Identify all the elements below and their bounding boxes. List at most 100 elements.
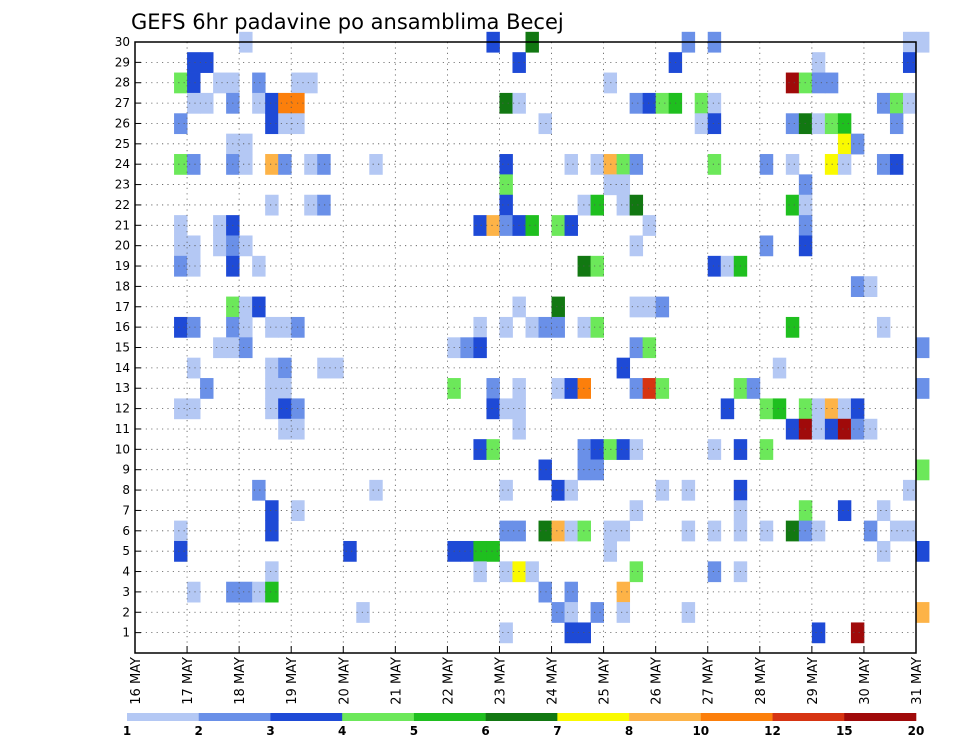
heatmap-cell [916, 540, 930, 562]
heatmap-cell [499, 194, 513, 216]
heatmap-cell [200, 378, 214, 399]
heatmap-cell [824, 398, 839, 420]
heatmap-cell [473, 540, 487, 562]
heatmap-cell [811, 622, 826, 644]
colorbar-swatch [270, 713, 343, 721]
heatmap-cell [187, 398, 201, 420]
heatmap-cell [655, 378, 670, 399]
heatmap-cell [564, 378, 578, 399]
colorbar-tick-label: 6 [481, 724, 489, 738]
x-tick-label: 18 MAY [233, 657, 248, 705]
y-tick-label: 6 [122, 524, 130, 538]
heatmap-cell [590, 439, 604, 460]
heatmap-cell [824, 418, 839, 440]
heatmap-cell [252, 479, 266, 501]
heatmap-cell [174, 255, 188, 277]
heatmap-cell [473, 316, 487, 338]
heatmap-cell [642, 296, 657, 318]
heatmap-cell [629, 439, 644, 460]
heatmap-cell [642, 378, 657, 399]
heatmap-cell [278, 418, 292, 440]
heatmap-cell [902, 479, 917, 501]
heatmap-cell [213, 72, 227, 94]
heatmap-cell [473, 215, 487, 236]
colorbar-swatch [127, 713, 200, 721]
heatmap-cell [317, 194, 331, 216]
heatmap-cell [863, 520, 878, 542]
x-tick-label: 28 MAY [754, 657, 769, 705]
colorbar-swatch [772, 713, 845, 721]
heatmap-cell [499, 174, 513, 196]
heatmap-cell [525, 215, 539, 236]
grid-lines [135, 41, 916, 653]
heatmap-cell [837, 113, 852, 135]
heatmap-cell [174, 540, 188, 562]
y-tick-label: 3 [122, 585, 130, 599]
heatmap-cell [759, 520, 774, 542]
heatmap-cell [239, 154, 253, 175]
heatmap-cell [460, 540, 474, 562]
heatmap-cell [278, 398, 292, 420]
heatmap-cell [590, 194, 604, 216]
heatmap-cell [317, 154, 331, 175]
heatmap-cell [772, 398, 787, 420]
heatmap-cell [681, 602, 696, 623]
heatmap-cell [811, 398, 826, 420]
heatmap-cell [265, 92, 279, 114]
heatmap-cell [499, 215, 513, 236]
heatmap-cell [499, 622, 513, 644]
heatmap-cell [759, 154, 774, 175]
heatmap-cell [187, 357, 201, 379]
colorbar-tick-label: 15 [836, 724, 853, 738]
heatmap-cell [811, 52, 826, 73]
heatmap-cell [213, 215, 227, 236]
heatmap-cell [785, 418, 800, 440]
heatmap-cell [785, 194, 800, 216]
heatmap-cell [916, 337, 930, 359]
colorbar-tick-label: 12 [764, 724, 781, 738]
heatmap-cell [616, 602, 631, 623]
heatmap-cell [499, 479, 513, 501]
heatmap-cell [707, 92, 722, 114]
heatmap-cell [213, 235, 227, 257]
heatmap-cell [473, 439, 487, 460]
heatmap-cell [551, 378, 565, 399]
heatmap-cell [785, 154, 800, 175]
heatmap-cell [252, 92, 266, 114]
y-tick-label: 16 [115, 320, 130, 334]
heatmap-cell [174, 398, 188, 420]
heatmap-cell [564, 602, 578, 623]
y-tick-label: 29 [115, 55, 130, 69]
heatmap-cell [486, 398, 500, 420]
y-tick-label: 7 [122, 503, 130, 517]
y-tick-label: 10 [115, 442, 130, 456]
heatmap-cell [902, 520, 917, 542]
heatmap-cell [629, 296, 644, 318]
heatmap-cell [824, 113, 839, 135]
heatmap-cell [239, 133, 253, 155]
x-tick-label: 30 MAY [858, 657, 873, 705]
heatmap-cell [304, 194, 318, 216]
heatmap-cell [174, 72, 188, 94]
heatmap-cell [252, 581, 266, 603]
colorbar-swatch [342, 713, 415, 721]
heatmap-cell [629, 561, 644, 583]
heatmap-cell [694, 113, 709, 135]
heatmap-cell [850, 133, 865, 155]
y-tick-label: 18 [115, 279, 130, 293]
heatmap-cell [265, 194, 279, 216]
heatmap-cell [916, 31, 930, 53]
heatmap-cell [916, 378, 930, 399]
x-tick-label: 20 MAY [337, 657, 352, 705]
heatmap-cell [590, 602, 604, 623]
heatmap-cell [499, 316, 513, 338]
y-tick-label: 26 [115, 116, 130, 130]
heatmap-cell [616, 154, 631, 175]
heatmap-cell [876, 154, 891, 175]
heatmap-cell [239, 581, 253, 603]
heatmap-cell [174, 113, 188, 135]
heatmap-cell [759, 439, 774, 460]
colorbar-swatch [485, 713, 558, 721]
colorbar-tick-label: 5 [410, 724, 418, 738]
colorbar-tick-label: 7 [553, 724, 561, 738]
